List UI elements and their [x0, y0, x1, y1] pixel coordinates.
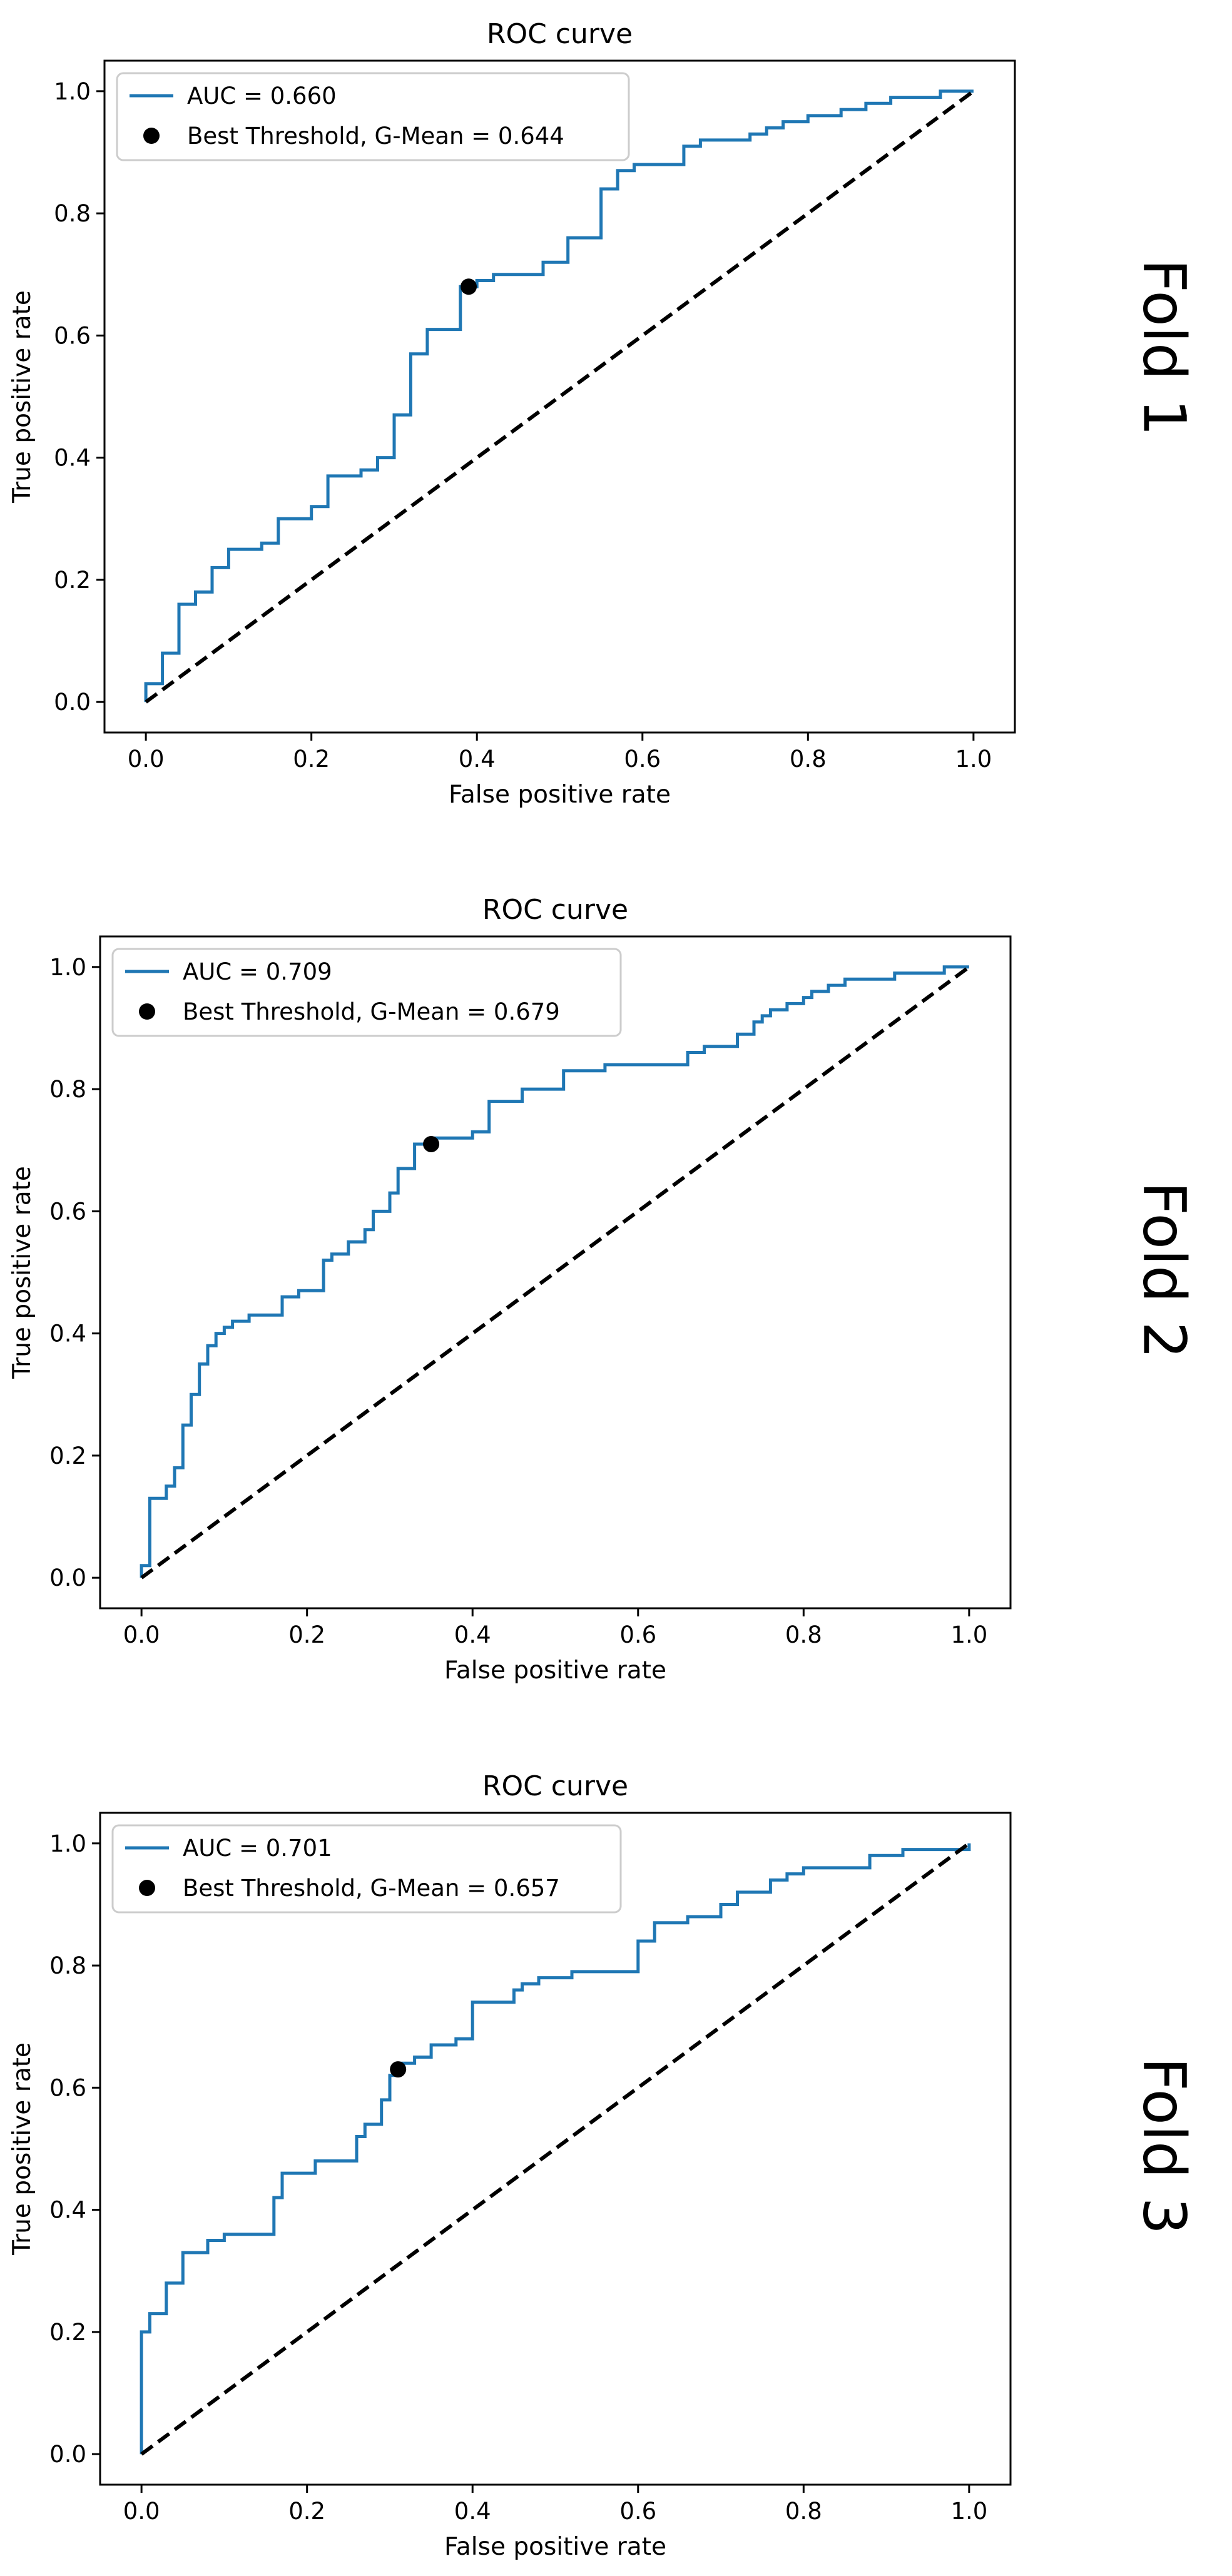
y-tick-label: 1.0	[49, 1830, 86, 1857]
legend: AUC = 0.660 Best Threshold, G-Mean = 0.64…	[116, 72, 630, 161]
y-tick-label: 0.0	[49, 1564, 86, 1591]
chance-diagonal-line	[145, 89, 975, 704]
fold-label-1-text: Fold 1	[1129, 258, 1198, 436]
y-tick-label: 0.4	[49, 2197, 86, 2224]
y-tick-label: 0.0	[49, 2441, 86, 2468]
roc-panel-1: ROC curve 0.0 0.2 0.4 0.6 0.8 1.0 0.0 0.2 0.4 0.6 0…	[8, 18, 1016, 809]
y-tick-label: 0.4	[49, 1321, 86, 1347]
y-axis-label: True positive rate	[8, 1166, 36, 1379]
fold-label-3-text: Fold 3	[1129, 2057, 1198, 2234]
roc-curve-line	[140, 965, 969, 1578]
roc-panel-2: ROC curve 0.0 0.2 0.4 0.6 0.8 1.0 0.0 0.2 0.4 0.6 0…	[8, 894, 1012, 1685]
x-tick-label: 0.2	[288, 1621, 325, 1648]
x-axis-label: False positive rate	[444, 1656, 666, 1685]
chance-diagonal-line	[140, 1842, 970, 2456]
x-tick-label: 0.6	[624, 746, 661, 773]
legend-box	[116, 72, 630, 161]
best-threshold-point	[461, 278, 477, 295]
legend: AUC = 0.709 Best Threshold, G-Mean = 0.67…	[111, 948, 622, 1037]
axes-frame	[103, 59, 1016, 734]
x-tick-label: 0.8	[785, 1621, 822, 1648]
y-tick-label: 0.8	[49, 1952, 86, 1979]
y-tick-label: 0.2	[49, 2319, 86, 2346]
x-tick-label: 0.2	[293, 746, 330, 773]
y-tick-label: 0.4	[54, 445, 91, 472]
x-tick-label: 0.0	[123, 2498, 160, 2525]
legend-point-swatch	[143, 128, 160, 144]
roc-curve-line	[140, 1843, 971, 2455]
best-threshold-point	[390, 2061, 407, 2078]
x-axis-label: False positive rate	[444, 2533, 666, 2561]
fold-label-1: Fold 1	[1114, 191, 1214, 504]
roc-curve-line	[144, 89, 974, 702]
chart-title: ROC curve	[487, 18, 633, 50]
x-tick-label: 0.0	[128, 746, 165, 773]
x-tick-label: 0.8	[790, 746, 827, 773]
axes-frame	[99, 1812, 1012, 2486]
y-tick-label: 0.8	[49, 1076, 86, 1103]
x-tick-label: 1.0	[955, 746, 992, 773]
x-tick-label: 0.0	[123, 1621, 160, 1648]
y-tick-label: 1.0	[49, 954, 86, 981]
y-tick-label: 0.6	[49, 1198, 86, 1225]
y-tick-label: 0.6	[49, 2074, 86, 2101]
chance-diagonal-line	[140, 965, 970, 1580]
x-tick-label: 0.4	[459, 746, 496, 773]
y-tick-label: 1.0	[54, 78, 91, 105]
y-axis-label: True positive rate	[8, 290, 36, 504]
legend-auc-label: AUC = 0.709	[183, 958, 332, 985]
chart-title: ROC curve	[482, 894, 628, 926]
x-tick-label: 0.2	[288, 2498, 325, 2525]
legend-auc-label: AUC = 0.660	[187, 83, 337, 109]
legend-threshold-label: Best Threshold, G-Mean = 0.644	[187, 123, 564, 150]
y-axis-label: True positive rate	[8, 2042, 36, 2256]
x-axis-label: False positive rate	[449, 781, 671, 809]
chart-title: ROC curve	[482, 1770, 628, 1802]
best-threshold-point	[423, 1135, 440, 1152]
x-tick-label: 1.0	[950, 1621, 987, 1648]
x-tick-label: 1.0	[950, 2498, 987, 2525]
x-tick-label: 0.4	[454, 2498, 491, 2525]
y-tick-label: 0.8	[54, 200, 91, 227]
legend-point-swatch	[139, 1880, 155, 1896]
legend-box	[111, 948, 622, 1037]
fold-label-3: Fold 3	[1114, 1989, 1214, 2302]
x-tick-label: 0.6	[619, 1621, 656, 1648]
y-tick-label: 0.6	[54, 322, 91, 349]
y-tick-label: 0.2	[49, 1443, 86, 1469]
y-tick-label: 0.2	[54, 567, 91, 594]
fold-label-2-text: Fold 2	[1129, 1181, 1198, 1359]
axes-frame	[99, 935, 1012, 1610]
legend-box	[111, 1824, 622, 1914]
legend: AUC = 0.701 Best Threshold, G-Mean = 0.65…	[111, 1824, 622, 1914]
x-tick-label: 0.6	[619, 2498, 656, 2525]
legend-threshold-label: Best Threshold, G-Mean = 0.657	[183, 1875, 560, 1902]
roc-panel-3: ROC curve 0.0 0.2 0.4 0.6 0.8 1.0 0.0 0.2 0.4 0.6 0…	[8, 1770, 1012, 2561]
fold-label-2: Fold 2	[1114, 1113, 1214, 1426]
legend-threshold-label: Best Threshold, G-Mean = 0.679	[183, 998, 560, 1025]
legend-point-swatch	[139, 1003, 155, 1020]
legend-auc-label: AUC = 0.701	[183, 1835, 332, 1862]
x-tick-label: 0.8	[785, 2498, 822, 2525]
x-tick-label: 0.4	[454, 1621, 491, 1648]
y-tick-label: 0.0	[54, 689, 91, 716]
